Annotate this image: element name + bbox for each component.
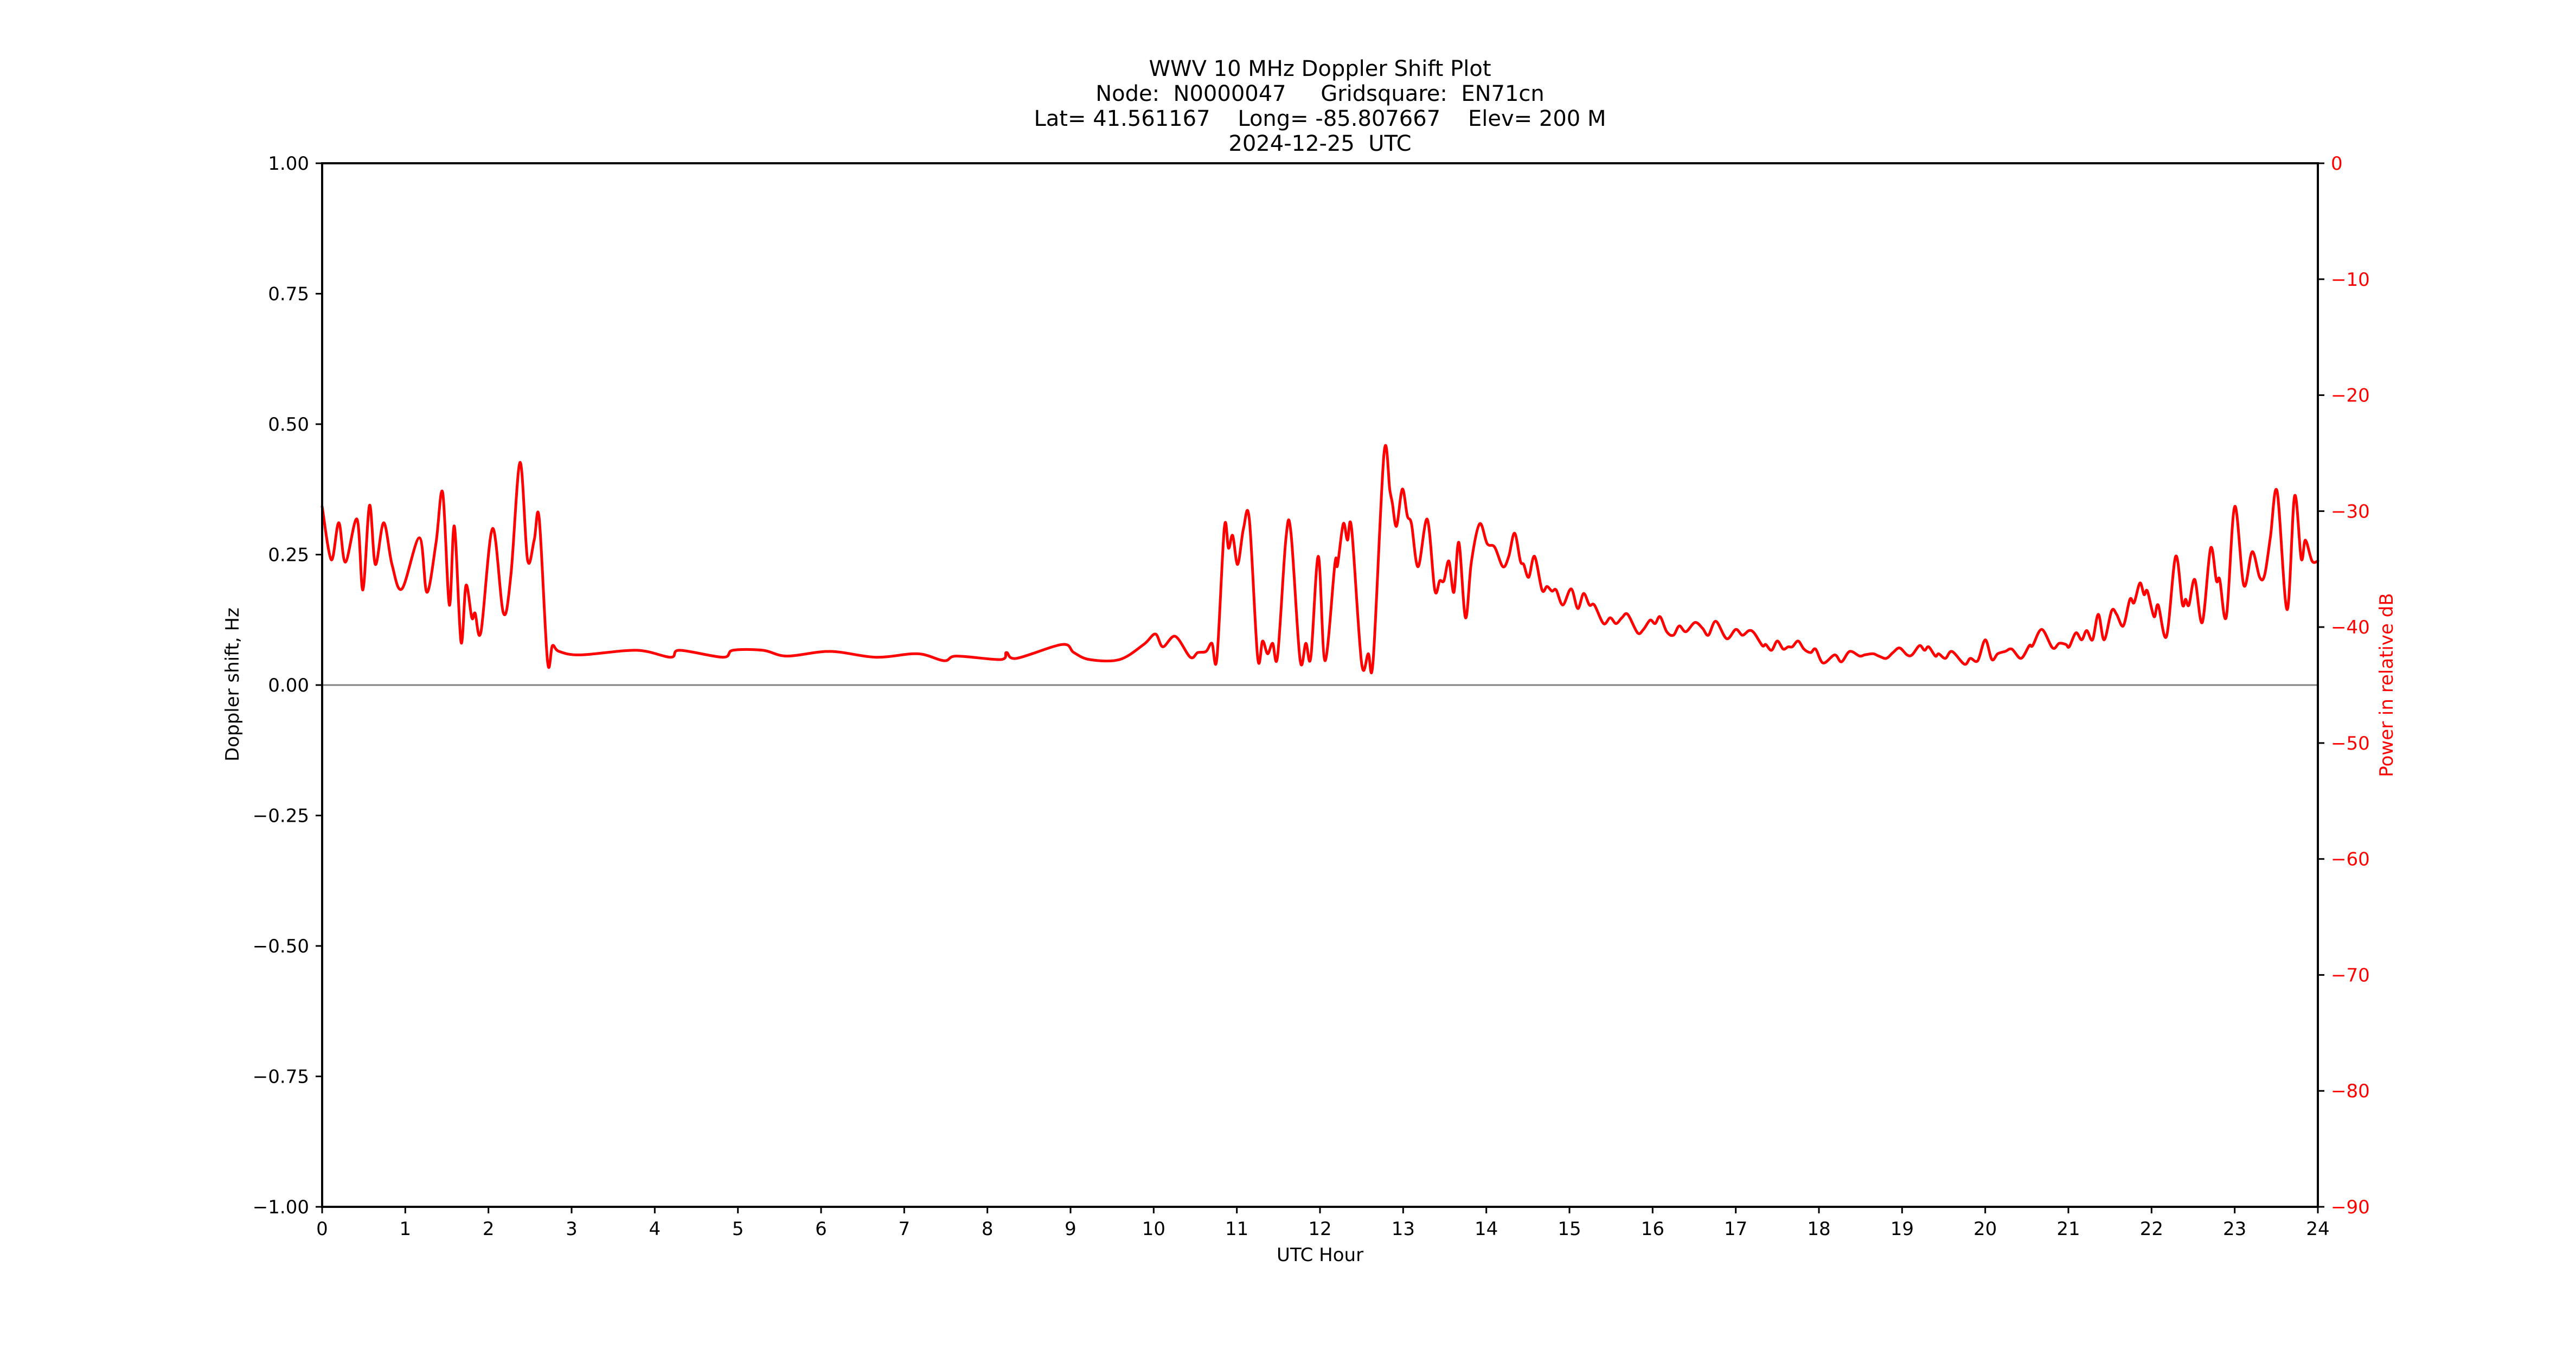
x-tick-label: 8 bbox=[982, 1218, 994, 1240]
title-line-1: WWV 10 MHz Doppler Shift Plot bbox=[1149, 56, 1491, 81]
y-axis-right-label: Power in relative dB bbox=[2376, 593, 2398, 777]
x-tick-label: 2 bbox=[483, 1218, 495, 1240]
y-axis-left: 1.00 0.75 0.50 0.25 0.00 −0.25 −0.50 −0.75 −1.00 bbox=[253, 153, 322, 1218]
x-tick-label: 18 bbox=[1807, 1218, 1830, 1240]
x-tick-label: 12 bbox=[1308, 1218, 1331, 1240]
y-tick-label-right: −60 bbox=[2331, 849, 2370, 871]
x-tick-label: 21 bbox=[2056, 1218, 2080, 1240]
x-tick-label: 5 bbox=[732, 1218, 744, 1240]
title-line-date: 2024-12-25 UTC bbox=[1228, 131, 1411, 156]
x-tick-label: 23 bbox=[2223, 1218, 2246, 1240]
x-tick-label: 15 bbox=[1558, 1218, 1581, 1240]
x-tick-label: 17 bbox=[1724, 1218, 1747, 1240]
x-tick-label: 22 bbox=[2140, 1218, 2163, 1240]
y-tick-label-left: −0.75 bbox=[253, 1066, 309, 1088]
x-tick-label: 14 bbox=[1475, 1218, 1498, 1240]
x-axis-label: UTC Hour bbox=[1277, 1244, 1363, 1266]
x-tick-label: 6 bbox=[815, 1218, 827, 1240]
x-tick-label: 19 bbox=[1891, 1218, 1914, 1240]
x-axis: 0 1 2 3 4 5 6 7 8 9 10 11 12 13 14 15 16 17 18 19 20 21 22 23 24 bbox=[316, 1207, 2330, 1240]
x-tick-label: 20 bbox=[1973, 1218, 1997, 1240]
y-tick-label-right: −40 bbox=[2331, 617, 2370, 638]
x-tick-label: 13 bbox=[1392, 1218, 1415, 1240]
x-tick-label: 10 bbox=[1142, 1218, 1165, 1240]
title-line-node-gridsquare: Node: N0000047 Gridsquare: EN71cn bbox=[1095, 81, 1545, 106]
x-tick-label: 4 bbox=[649, 1218, 661, 1240]
x-tick-label: 24 bbox=[2306, 1218, 2329, 1240]
x-tick-label: 16 bbox=[1641, 1218, 1664, 1240]
y-axis-left-label: Doppler shift, Hz bbox=[222, 607, 243, 762]
y-tick-label-right: 0 bbox=[2331, 153, 2343, 175]
y-tick-label-right: −10 bbox=[2331, 269, 2370, 291]
x-tick-label: 0 bbox=[316, 1218, 328, 1240]
y-tick-label-right: −70 bbox=[2331, 964, 2370, 986]
x-tick-label: 3 bbox=[566, 1218, 578, 1240]
y-tick-label-left: 1.00 bbox=[268, 153, 309, 175]
x-tick-label: 9 bbox=[1065, 1218, 1076, 1240]
x-tick-label: 1 bbox=[400, 1218, 412, 1240]
x-tick-label: 11 bbox=[1225, 1218, 1248, 1240]
y-tick-label-left: 0.50 bbox=[268, 414, 309, 436]
y-tick-label-right: −20 bbox=[2331, 385, 2370, 407]
x-tick-label: 7 bbox=[899, 1218, 911, 1240]
y-tick-label-left: −0.50 bbox=[253, 936, 309, 957]
y-tick-label-left: 0.25 bbox=[268, 545, 309, 566]
y-tick-label-right: −90 bbox=[2331, 1197, 2370, 1218]
y-tick-label-right: −50 bbox=[2331, 733, 2370, 754]
y-axis-right: 0 −10 −20 −30 −40 −50 −60 −70 −80 −90 bbox=[2318, 153, 2370, 1218]
y-tick-label-left: −1.00 bbox=[253, 1197, 309, 1218]
y-tick-label-left: 0.00 bbox=[268, 675, 309, 696]
y-tick-label-left: 0.75 bbox=[268, 284, 309, 305]
power-series-line bbox=[321, 444, 2319, 674]
y-tick-label-right: −80 bbox=[2331, 1080, 2370, 1102]
chart-title: WWV 10 MHz Doppler Shift Plot Node: N000… bbox=[1034, 56, 1606, 156]
title-line-location: Lat= 41.561167 Long= -85.807667 Elev= 20… bbox=[1034, 106, 1606, 131]
y-tick-label-left: −0.25 bbox=[253, 805, 309, 827]
y-tick-label-right: −30 bbox=[2331, 501, 2370, 522]
